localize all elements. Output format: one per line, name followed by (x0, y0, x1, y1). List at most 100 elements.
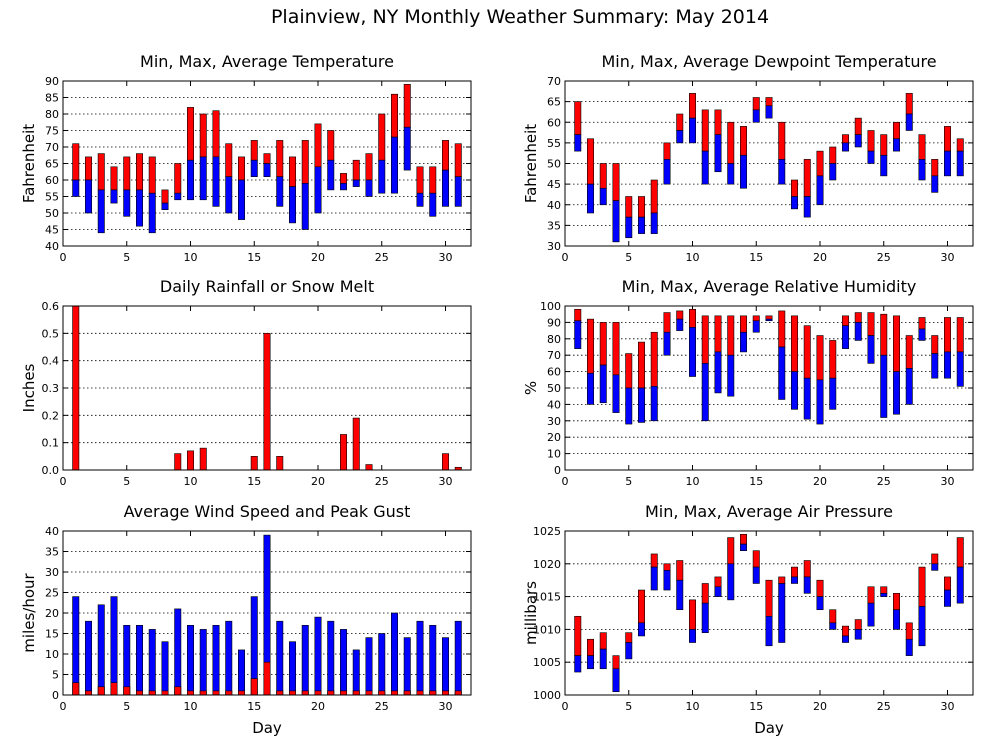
x-tick-label: 10 (686, 700, 700, 713)
x-tick-label: 15 (247, 700, 261, 713)
avg-min-bar (599, 364, 607, 404)
max-avg-bar (442, 140, 449, 171)
avg-min-bar (289, 186, 296, 224)
x-tick-label: 5 (625, 475, 632, 488)
avg-min-bar (599, 648, 607, 670)
avg-min-bar (778, 159, 786, 185)
gust-bar (454, 620, 462, 696)
max-avg-bar (689, 599, 696, 630)
max-avg-bar (689, 93, 696, 119)
avg-min-bar (689, 327, 696, 377)
avg-min-bar (136, 189, 143, 227)
y-tick-label: 1000 (533, 689, 561, 702)
max-avg-bar (714, 109, 722, 135)
y-tick-label: 60 (547, 366, 561, 379)
avg-speed-bar (263, 661, 271, 696)
avg-min-bar (905, 368, 913, 405)
max-avg-bar (778, 121, 786, 160)
avg-min-bar (714, 351, 722, 394)
avg-min-bar (612, 668, 620, 693)
y-tick-label: 40 (45, 240, 59, 253)
avg-min-bar (740, 154, 747, 189)
max-avg-bar (944, 126, 951, 152)
y-tick-label: 0 (554, 464, 561, 477)
avg-speed-bar (314, 690, 322, 696)
max-avg-bar (301, 140, 309, 184)
gust-bar (416, 620, 424, 696)
gust-bar (352, 649, 360, 696)
avg-min-bar (587, 372, 594, 405)
y-tick-label: 5 (52, 669, 59, 682)
avg-min-bar (905, 113, 913, 131)
max-avg-bar (778, 576, 786, 584)
avg-min-bar (791, 576, 798, 584)
max-avg-bar (599, 632, 607, 650)
max-avg-bar (174, 163, 182, 194)
max-avg-bar (905, 93, 913, 115)
x-axis-label: Day (252, 719, 282, 737)
y-tick-label: 0.2 (42, 409, 60, 422)
max-avg-bar (714, 576, 722, 588)
avg-min-bar (650, 566, 658, 591)
max-avg-bar (956, 537, 964, 568)
max-avg-bar (701, 583, 709, 604)
max-avg-bar (956, 317, 964, 353)
x-tick-label: 25 (375, 700, 389, 713)
avg-speed-bar (276, 690, 284, 696)
y-tick-label: 0.1 (42, 437, 60, 450)
avg-min-bar (956, 150, 964, 177)
gust-bar (314, 616, 322, 696)
max-avg-bar (625, 632, 633, 643)
plot-frame (564, 530, 974, 696)
chart-wind: Average Wind Speed and Peak Gust 0 5 10 15 20… (20, 502, 472, 737)
max-avg-bar (893, 315, 900, 372)
max-avg-bar (650, 179, 658, 214)
avg-min-bar (327, 159, 335, 191)
y-tick-label: 50 (547, 382, 561, 395)
max-avg-bar (587, 138, 594, 185)
max-avg-bar (238, 156, 245, 181)
max-avg-bar (791, 315, 798, 372)
avg-min-bar (612, 200, 620, 243)
rain-bar (199, 447, 207, 471)
avg-min-bar (918, 159, 926, 181)
rain-bar (174, 453, 182, 471)
avg-min-bar (174, 192, 182, 201)
max-avg-bar (701, 109, 709, 152)
x-tick-label: 5 (123, 251, 130, 264)
plot-frame (62, 80, 472, 247)
avg-speed-bar (378, 690, 386, 696)
gust-bar (161, 641, 169, 696)
max-avg-bar (956, 138, 964, 152)
x-tick-label: 0 (562, 475, 569, 488)
max-avg-bar (663, 142, 671, 160)
x-tick-label: 25 (375, 475, 389, 488)
y-tick-label: 40 (547, 199, 561, 212)
avg-min-bar (587, 655, 594, 670)
avg-speed-bar (85, 690, 92, 696)
max-avg-bar (250, 140, 258, 161)
avg-min-bar (765, 615, 773, 647)
y-tick-label: 0.6 (42, 300, 60, 313)
max-avg-bar (276, 140, 284, 177)
max-avg-bar (752, 550, 760, 568)
avg-min-bar (650, 212, 658, 234)
max-avg-bar (289, 156, 296, 187)
avg-min-bar (638, 387, 645, 423)
max-avg-bar (625, 196, 633, 218)
avg-min-bar (85, 179, 92, 214)
gust-bar (187, 624, 194, 696)
x-tick-label: 15 (749, 251, 763, 264)
avg-min-bar (842, 325, 849, 349)
avg-min-bar (931, 563, 939, 571)
y-tick-label: 20 (45, 607, 59, 620)
avg-min-bar (689, 117, 696, 144)
avg-min-bar (429, 192, 437, 217)
max-avg-bar (778, 310, 786, 348)
avg-min-bar (740, 543, 747, 551)
avg-min-bar (829, 163, 837, 181)
y-tick-label: 0.4 (42, 355, 60, 368)
avg-speed-bar (416, 690, 424, 696)
chart-title: Average Wind Speed and Peak Gust (124, 502, 411, 521)
